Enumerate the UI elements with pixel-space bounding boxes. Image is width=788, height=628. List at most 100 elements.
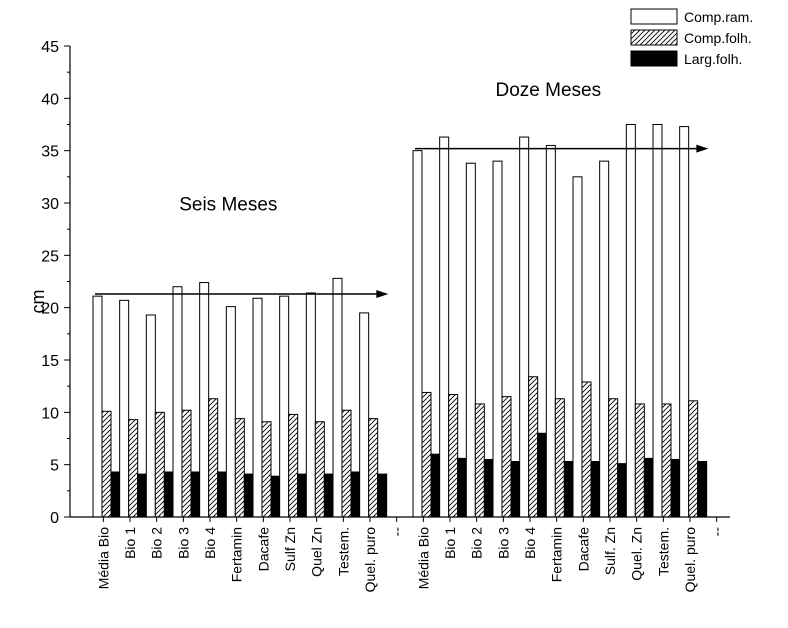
group-title: Seis Meses <box>179 194 277 215</box>
bar-hatched-9 <box>341 409 352 518</box>
bar-white-16 <box>519 136 530 518</box>
bar-white-3 <box>172 286 183 518</box>
bar-black-18 <box>590 461 601 518</box>
bar-black-19 <box>617 463 628 518</box>
bar-white-9 <box>332 277 343 518</box>
bar-black-4 <box>217 471 228 518</box>
bar-white-20 <box>625 124 636 518</box>
x-tick-label: Testem. <box>335 527 351 576</box>
y-axis-label: cm <box>28 290 48 314</box>
x-tick-label: Bio 1 <box>442 527 458 559</box>
bar-white-7 <box>279 295 290 518</box>
x-tick-label: Bio 4 <box>202 527 218 559</box>
x-tick-label: Bio 3 <box>175 527 191 559</box>
bar-hatched-0 <box>101 410 112 518</box>
bar-black-21 <box>670 458 681 518</box>
bar-white-21 <box>652 124 663 518</box>
bar-black-9 <box>350 471 361 518</box>
bar-hatched-10 <box>368 418 379 518</box>
bar-black-8 <box>323 473 334 518</box>
bar-white-1 <box>119 299 130 518</box>
x-tick-label: Bio 2 <box>149 527 165 559</box>
y-tick-label: 20 <box>41 301 59 318</box>
bar-white-15 <box>492 160 503 518</box>
group-title: Doze Meses <box>496 80 602 101</box>
y-tick-label: 30 <box>41 196 59 213</box>
x-tick-label: Quel. puro <box>682 527 698 593</box>
bar-black-0 <box>110 471 121 518</box>
x-tick-label: Testem. <box>655 527 671 576</box>
bar-white-0 <box>92 295 103 518</box>
bar-white-18 <box>572 176 583 518</box>
bar-hatched-17 <box>554 398 565 518</box>
bar-white-14 <box>465 162 476 518</box>
legend-swatch-hatched <box>630 29 678 46</box>
bar-hatched-18 <box>581 381 592 518</box>
x-tick-label: -- <box>709 527 725 537</box>
bar-white-6 <box>252 297 263 518</box>
bar-hatched-13 <box>448 394 459 518</box>
bar-hatched-22 <box>688 400 699 518</box>
x-tick-label: Média Bio <box>95 527 111 589</box>
bar-black-17 <box>563 461 574 518</box>
bar-hatched-14 <box>474 403 485 518</box>
legend-label: Larg.folh. <box>684 51 742 67</box>
x-tick-label: Dacafe <box>575 527 591 572</box>
x-tick-label: Quel Zn <box>309 527 325 577</box>
bar-black-10 <box>377 473 388 518</box>
x-tick-label: Dacafe <box>255 527 271 572</box>
bar-white-5 <box>225 306 236 518</box>
bar-white-2 <box>145 314 156 518</box>
x-tick-label: Quel. Zn <box>629 527 645 581</box>
x-tick-label: Média Bio <box>415 527 431 589</box>
legend-label: Comp.ram. <box>684 9 753 25</box>
y-tick-label: 25 <box>41 248 59 265</box>
bar-hatched-12 <box>421 391 432 518</box>
bar-white-10 <box>359 312 370 518</box>
x-tick-label: Bio 3 <box>495 527 511 559</box>
bar-white-17 <box>545 144 556 518</box>
group-arrow-head <box>696 144 709 153</box>
legend-swatch-black <box>630 50 678 67</box>
x-tick-label: Sulf. Zn <box>602 527 618 575</box>
bar-white-8 <box>305 292 316 518</box>
x-tick-label: Bio 4 <box>522 527 538 559</box>
y-tick-label: 0 <box>50 510 59 527</box>
y-tick-label: 15 <box>41 353 59 370</box>
bar-white-13 <box>439 136 450 518</box>
bar-black-13 <box>457 457 468 518</box>
bar-black-14 <box>483 458 494 518</box>
y-tick-label: 40 <box>41 91 59 108</box>
x-tick-label: -- <box>389 527 405 537</box>
bar-hatched-4 <box>208 398 219 518</box>
y-tick-label: 45 <box>41 39 59 56</box>
bar-hatched-3 <box>181 409 192 518</box>
bar-hatched-16 <box>528 376 539 518</box>
bar-hatched-8 <box>314 421 325 518</box>
bar-black-12 <box>430 453 441 518</box>
bar-hatched-2 <box>154 411 165 518</box>
bar-hatched-1 <box>128 419 139 518</box>
group-arrow-head <box>376 290 389 299</box>
y-tick-label: 10 <box>41 405 59 422</box>
bar-white-19 <box>599 160 610 518</box>
bar-hatched-5 <box>234 418 245 518</box>
x-tick-label: Fertamin <box>549 527 565 582</box>
bar-black-15 <box>510 461 521 518</box>
bar-black-3 <box>190 471 201 518</box>
legend-swatch-white <box>630 8 678 25</box>
bar-black-6 <box>270 475 281 518</box>
y-tick-label: 35 <box>41 144 59 161</box>
bar-hatched-6 <box>261 421 272 518</box>
bar-hatched-19 <box>608 398 619 518</box>
bar-hatched-7 <box>288 413 299 518</box>
x-tick-label: Fertamin <box>229 527 245 582</box>
bar-white-22 <box>679 126 690 518</box>
bar-hatched-21 <box>661 403 672 518</box>
bar-hatched-15 <box>501 396 512 518</box>
x-tick-label: Bio 2 <box>469 527 485 559</box>
x-tick-label: Bio 1 <box>122 527 138 559</box>
bar-black-5 <box>243 473 254 518</box>
legend-label: Comp.folh. <box>684 30 752 46</box>
